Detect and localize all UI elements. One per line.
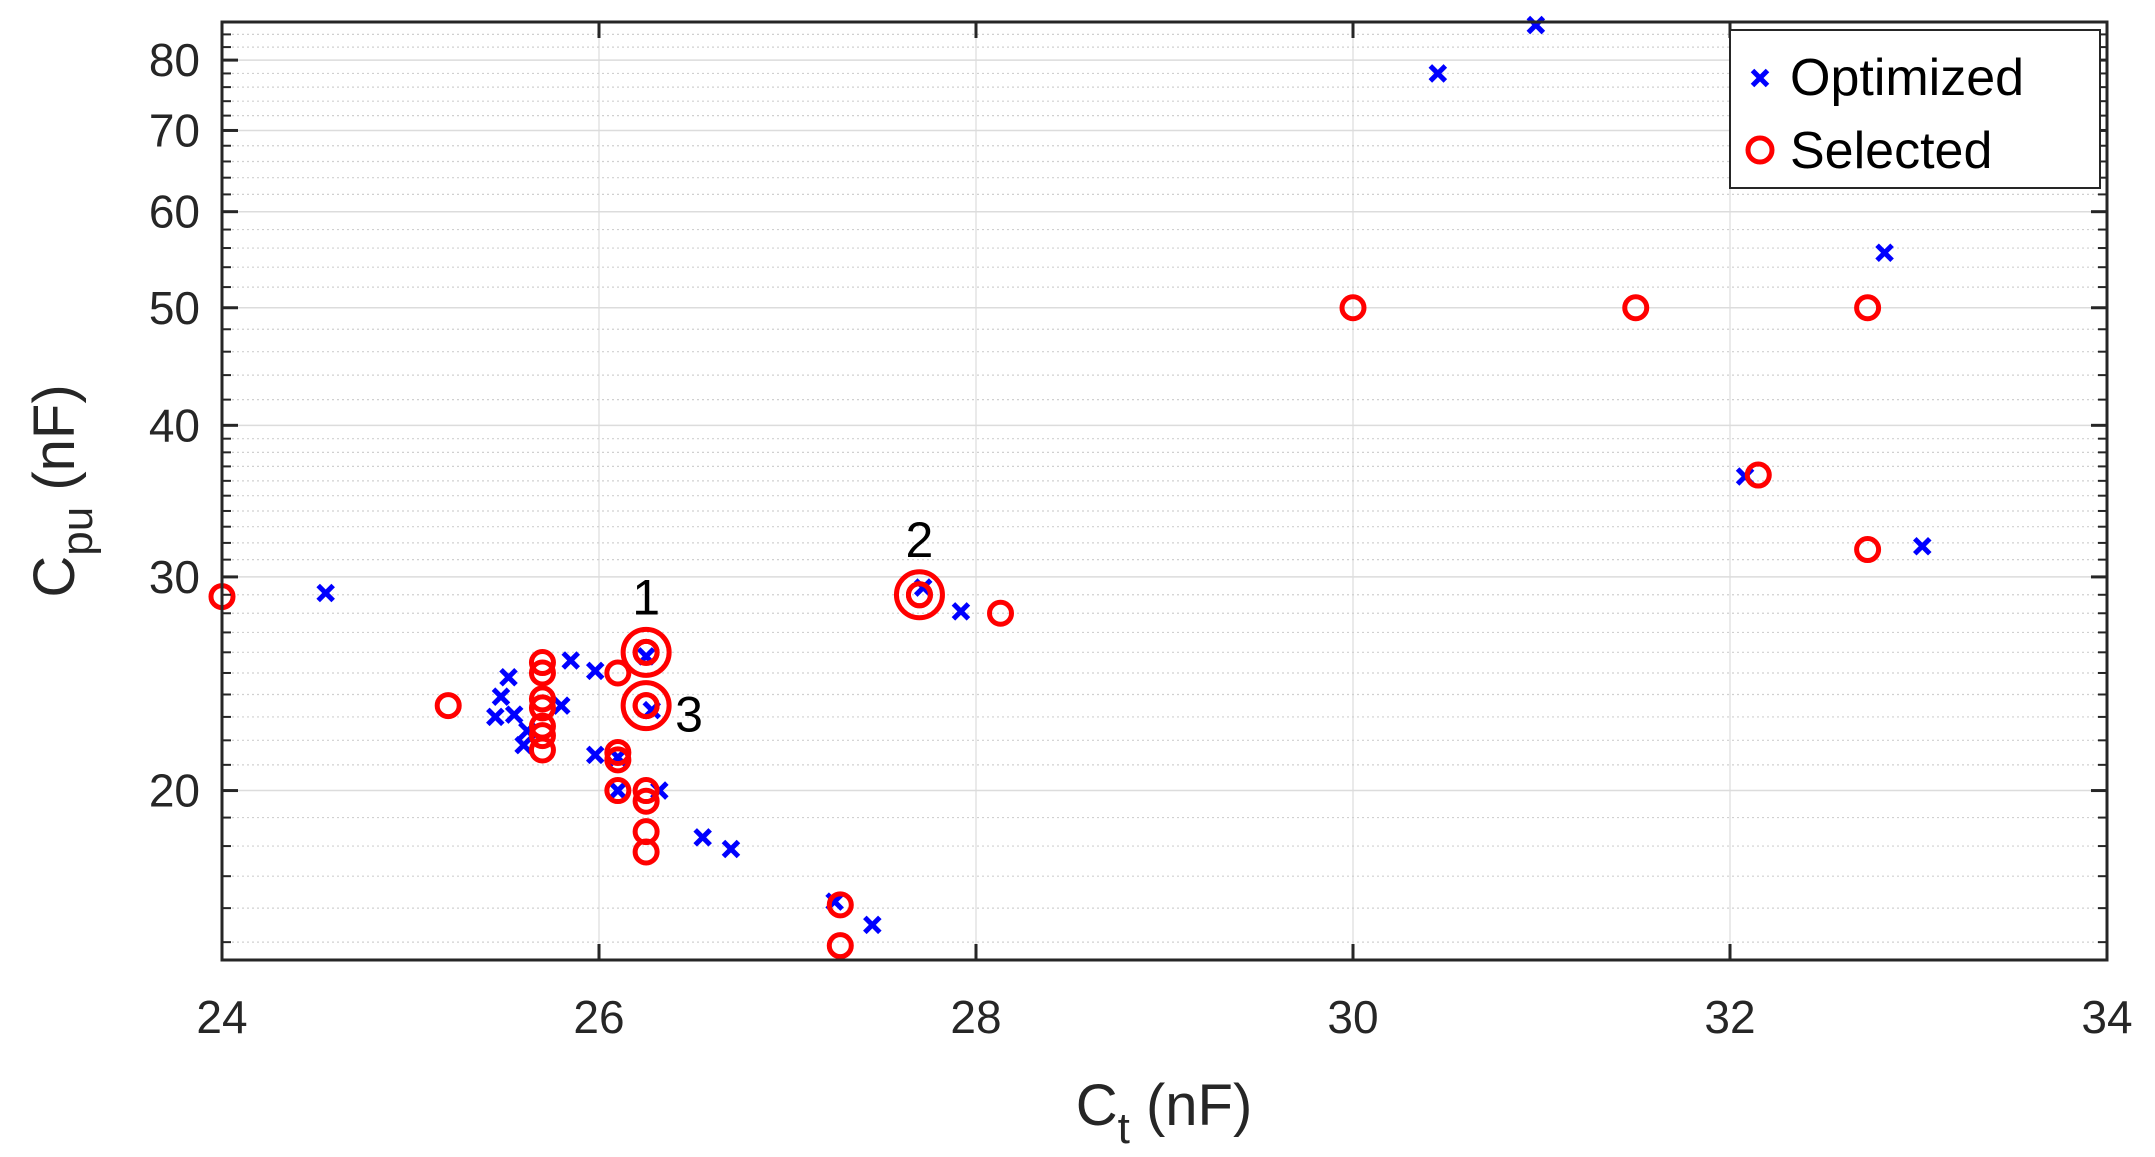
highlight-label: 2 <box>906 512 934 568</box>
x-tick-label: 24 <box>196 991 247 1043</box>
y-tick-label: 70 <box>149 104 200 156</box>
highlight-outer-ring <box>620 626 672 678</box>
selected-point <box>632 838 660 866</box>
highlight-inner-ring <box>632 638 660 666</box>
highlight-outer-ring <box>620 680 672 732</box>
x-axis-title: Ct (nF) <box>1076 1073 1253 1153</box>
optimized-point <box>491 687 511 706</box>
optimized-point <box>951 602 971 621</box>
optimized-point <box>499 667 518 687</box>
y-tick-label: 30 <box>149 551 200 603</box>
x-tick-label: 34 <box>2081 991 2132 1043</box>
optimized-point <box>1913 536 1932 556</box>
optimized-point <box>504 705 524 724</box>
y-axis-title-unit: (nF) <box>22 384 87 506</box>
legend-optimized-marker <box>1750 68 1770 88</box>
highlight-label: 1 <box>632 569 660 625</box>
legend-box <box>1729 29 2101 189</box>
y-tick-label: 80 <box>149 34 200 86</box>
selected-point <box>987 599 1015 627</box>
selected-point <box>1744 461 1772 489</box>
selected-point <box>1339 294 1367 322</box>
selected-point <box>604 746 632 774</box>
optimized-point <box>693 828 712 847</box>
plot-frame <box>220 20 2109 962</box>
selected-point <box>826 891 854 919</box>
selected-point <box>528 736 556 764</box>
selected-point <box>528 685 556 713</box>
x-tick-label: 28 <box>950 991 1001 1043</box>
selected-point <box>528 722 556 750</box>
highlight-inner-ring <box>632 692 660 720</box>
highlight-label: 3 <box>675 687 703 743</box>
selected-point <box>826 932 854 960</box>
legend-circle-mark <box>1745 135 1775 165</box>
optimized-point <box>1875 243 1894 263</box>
highlight-inner-ring <box>905 581 933 609</box>
optimized-point <box>585 661 605 681</box>
selected-point <box>604 659 632 687</box>
selected-point <box>1622 294 1650 322</box>
legend-x-mark <box>1750 68 1770 88</box>
highlight-outer-ring <box>893 569 945 621</box>
optimized-point <box>552 696 571 715</box>
y-tick-label: 50 <box>149 282 200 334</box>
legend-selected-label: Selected <box>1790 122 1992 180</box>
selected-point <box>632 787 660 815</box>
optimized-point <box>608 781 628 800</box>
y-axis-title-subscript: pu <box>53 507 102 556</box>
y-tick-label: 20 <box>149 765 200 817</box>
selected-point <box>528 694 556 722</box>
optimized-point <box>486 707 505 727</box>
y-axis-title: Cpu (nF) <box>22 384 102 597</box>
selected-point <box>528 649 556 677</box>
selected-point <box>1854 536 1882 564</box>
legend-selected-marker <box>1745 135 1775 165</box>
legend-optimized-label: Optimized <box>1790 49 2024 107</box>
x-tick-label: 26 <box>573 991 624 1043</box>
highlighted-points: 1 2 3 <box>620 512 945 743</box>
optimized-point <box>1526 15 1546 35</box>
optimized-point <box>863 915 882 935</box>
x-tick-label: 30 <box>1327 991 1378 1043</box>
x-axis-title-subscript: t <box>1118 1104 1130 1153</box>
legend: Optimized Selected <box>1729 29 2101 189</box>
x-axis-title-unit: (nF) <box>1130 1073 1252 1138</box>
selected-point <box>1854 294 1882 322</box>
optimized-point <box>721 839 741 859</box>
optimized-point <box>316 583 335 603</box>
selected-point <box>604 777 632 805</box>
selected-point <box>528 659 556 687</box>
y-tick-label: 60 <box>149 186 200 238</box>
y-axis-title-main: C <box>22 556 87 598</box>
y-tick-label: 40 <box>149 399 200 451</box>
optimized-point <box>585 745 605 765</box>
optimized-point <box>514 735 533 755</box>
x-axis-title-main: C <box>1076 1073 1118 1138</box>
selected-point <box>632 777 660 805</box>
optimized-point <box>561 651 580 670</box>
x-tick-label: 32 <box>1704 991 1755 1043</box>
optimized-point <box>1428 64 1448 83</box>
selected-point <box>434 692 462 720</box>
